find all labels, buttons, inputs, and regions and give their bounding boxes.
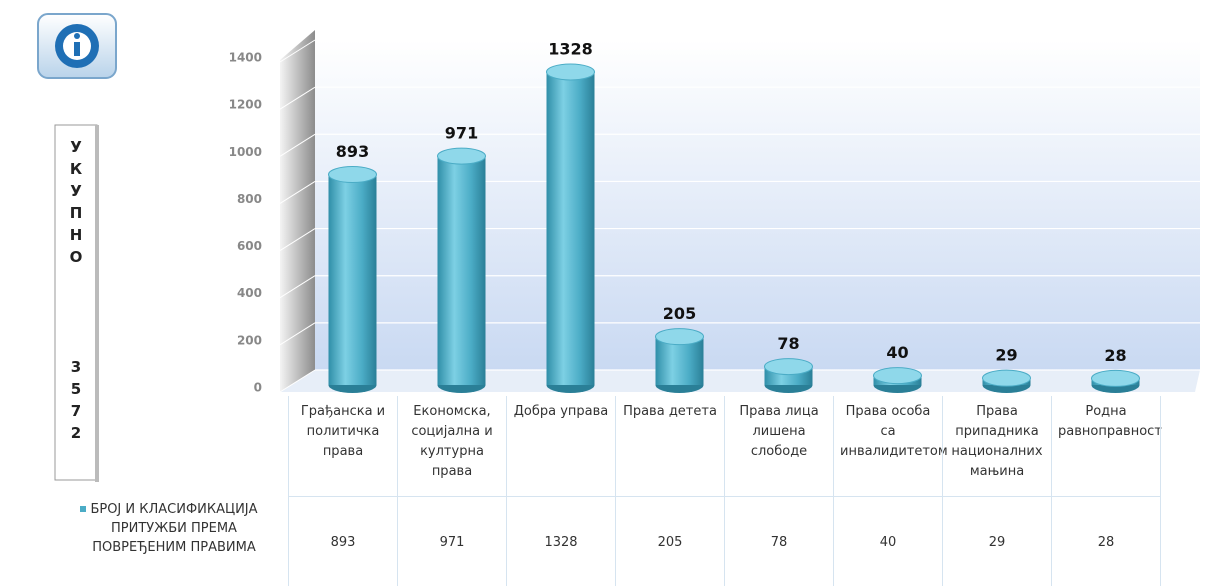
bar-top (764, 358, 813, 376)
bar-top (1091, 369, 1140, 387)
table-value: 205 (615, 496, 724, 586)
bar-top (437, 147, 486, 165)
bar-top (328, 166, 377, 184)
legend-series-name: БРОЈ И КЛАСИФИКАЦИЈА ПРИТУЖБИ ПРЕМА ПОВР… (60, 500, 288, 586)
y-tick-label: 0 (254, 381, 262, 395)
table-value: 29 (942, 496, 1051, 586)
bar-top (546, 63, 595, 81)
table-value: 28 (1051, 496, 1160, 586)
bar-top (873, 367, 922, 385)
side-wall (280, 30, 315, 392)
value-label: 78 (777, 334, 799, 353)
grid-line (279, 181, 316, 204)
legend-swatch (80, 506, 86, 512)
category-label: Грађанска и политичка права (288, 396, 397, 496)
y-tick-label: 400 (237, 286, 262, 300)
value-label: 971 (445, 124, 478, 143)
table-edge (1160, 396, 1161, 586)
value-label: 28 (1104, 346, 1126, 365)
category-label: Родна равноправност (1051, 396, 1162, 496)
grid-line (279, 133, 316, 157)
bar-top (655, 328, 704, 346)
category-label: Економска, социјална и културна права (397, 396, 506, 496)
total-value: 3572 (70, 358, 82, 442)
category-label: Права лица лишена слободе (724, 396, 833, 496)
value-label: 40 (886, 343, 908, 362)
y-tick-label: 1000 (229, 145, 262, 159)
table-value: 40 (833, 496, 942, 586)
category-label: Добра управа (506, 396, 615, 496)
total-label: УКУПНО (69, 138, 83, 266)
value-label: 893 (336, 142, 369, 161)
y-tick-label: 1200 (229, 98, 262, 112)
grid-line (279, 322, 316, 346)
y-tick-label: 600 (237, 239, 262, 253)
bar (437, 156, 486, 385)
grid-line (279, 369, 316, 393)
table-value: 971 (397, 496, 506, 586)
table-value: 893 (288, 496, 397, 586)
grid-line (279, 86, 316, 110)
table-value: 78 (724, 496, 833, 586)
total-box-shadow (95, 125, 99, 482)
y-tick-label: 200 (237, 333, 262, 347)
bar-top (982, 369, 1031, 387)
logo-dot (74, 33, 80, 39)
category-label: Права припадника националних мањина (942, 396, 1051, 496)
value-label: 29 (995, 346, 1017, 365)
logo-i (74, 42, 80, 56)
bar (546, 71, 595, 385)
category-label: Права особа са инвалидитетом (833, 396, 948, 496)
floor (280, 370, 1200, 392)
grid-line (279, 275, 316, 299)
value-label: 205 (663, 304, 696, 323)
bar (328, 174, 377, 385)
value-label: 1328 (548, 39, 593, 58)
category-label: Права детета (615, 396, 724, 496)
grid-line (279, 39, 316, 63)
y-tick-label: 800 (237, 192, 262, 206)
grid-line (279, 228, 316, 251)
y-tick-label: 1400 (229, 51, 262, 65)
table-value: 1328 (506, 496, 615, 586)
